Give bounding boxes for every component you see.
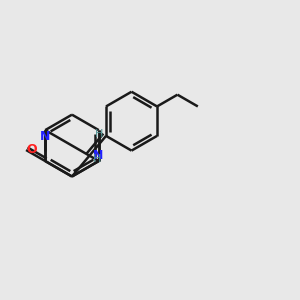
Text: N: N bbox=[39, 130, 50, 142]
Text: O: O bbox=[26, 143, 37, 157]
Text: N: N bbox=[93, 149, 103, 162]
Text: H: H bbox=[94, 129, 103, 140]
Text: H: H bbox=[93, 154, 101, 164]
